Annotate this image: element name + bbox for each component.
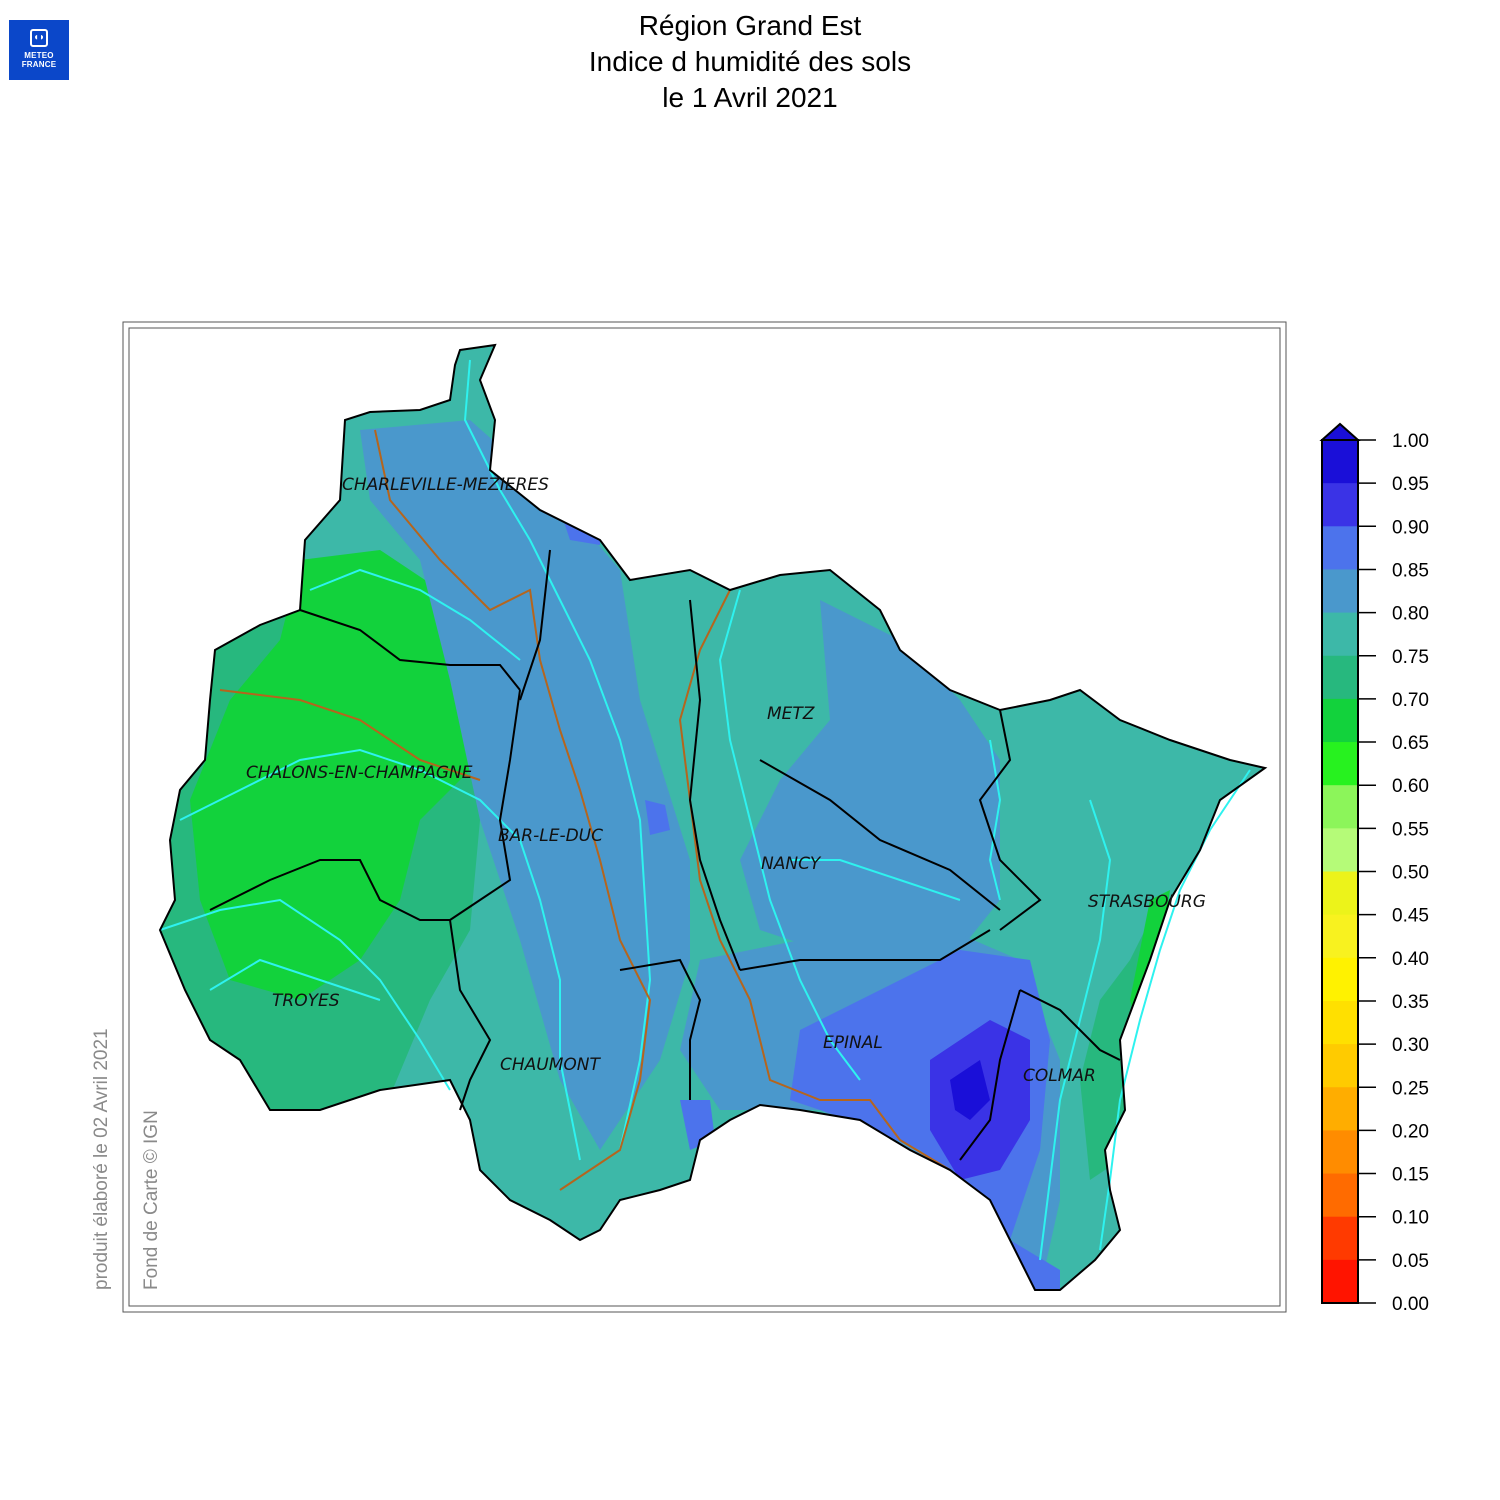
title-line-3: le 1 Avril 2021: [662, 82, 838, 113]
border-moselle-meurthe: [759, 759, 1001, 911]
watershed-meuse-moselle: [678, 589, 951, 1171]
city-label-strasbourg: STRASBOURG: [1088, 892, 1206, 912]
colorbar-ticks: 1.00 0.95 0.90 0.85 0.80 0.75 0.70 0.65 0.60 0.55…: [1358, 431, 1429, 1315]
colorbar-segment: [1322, 526, 1358, 571]
city-label-colmar: COLMAR: [1023, 1066, 1096, 1086]
colorbar-segment: [1322, 957, 1358, 1002]
colorbar-segment: [1322, 1173, 1358, 1218]
colorbar-tick-label: 0.00: [1392, 1294, 1429, 1315]
colorbar-tick-label: 0.80: [1392, 604, 1429, 625]
colorbar-tick-label: 0.85: [1392, 560, 1429, 581]
colorbar-tick-label: 0.95: [1392, 474, 1429, 495]
region-outline: [158, 343, 1268, 1291]
plot-frame-outer: [122, 321, 1287, 1313]
colorbar-tick-label: 0.25: [1392, 1078, 1429, 1099]
colorbar-segment: [1322, 914, 1358, 959]
border-vosges-meurthe: [739, 929, 991, 971]
city-label-chalons: CHALONS-EN-CHAMPAGNE: [246, 763, 473, 783]
title-line-2: Indice d humidité des sols: [588, 46, 912, 77]
colorbar-tick-label: 0.45: [1392, 906, 1429, 927]
title-line-1: Région Grand Est: [638, 10, 862, 41]
colorbar-segment: [1322, 1259, 1358, 1304]
city-label-bar-le-duc: BAR-LE-DUC: [498, 826, 603, 846]
colorbar-tick-label: 0.60: [1392, 776, 1429, 797]
colorbar-tick-label: 0.55: [1392, 819, 1429, 840]
colorbar-tick-label: 0.65: [1392, 733, 1429, 754]
river-aube: [209, 958, 381, 1001]
watershed-champagne: [219, 689, 481, 781]
river-meuse: [463, 359, 652, 1151]
colorbar-tick-label: 0.90: [1392, 517, 1429, 538]
colorbar-segment: [1322, 1087, 1358, 1131]
colorbar-segment: [1322, 742, 1358, 786]
map-title: Région Grand Est Indice d humidité des s…: [0, 8, 1500, 116]
river-ill: [1039, 799, 1112, 1261]
colorbar-segment: [1322, 1044, 1358, 1088]
colorbar-tick-label: 0.70: [1392, 690, 1429, 711]
border-vosges-hautrhin: [959, 989, 1021, 1161]
city-label-nancy: NANCY: [761, 854, 822, 874]
colorbar-segment: [1322, 569, 1358, 614]
colorbar-segment: [1322, 698, 1358, 743]
colorbar-tick-label: 0.15: [1392, 1165, 1429, 1186]
credit-produced: produit élaboré le 02 Avril 2021: [91, 1028, 112, 1290]
colorbar-segment: [1322, 440, 1358, 484]
colorbar-segment: [1322, 1216, 1358, 1261]
city-label-metz: METZ: [767, 704, 815, 724]
border-ardennes-marne: [299, 609, 521, 691]
logo-line-2: FRANCE: [21, 60, 57, 69]
city-label-chaumont: CHAUMONT: [500, 1055, 601, 1075]
border-meuse-west: [519, 549, 551, 701]
border-basrhin-hautrhin: [1019, 989, 1121, 1061]
colorbar-segments: [1322, 440, 1358, 1304]
river-marne: [179, 748, 581, 1161]
city-label-epinal: EPINAL: [823, 1033, 883, 1053]
river-aisne: [309, 568, 521, 661]
colorbar-tick-label: 0.50: [1392, 863, 1429, 884]
department-borders: [158, 343, 1268, 1291]
zone-095-100-vosges: [950, 1060, 990, 1120]
watershed-lines: [219, 429, 951, 1191]
border-moselle-basrhin: [978, 709, 1042, 931]
city-label-troyes: TROYES: [272, 991, 340, 1011]
colorbar: 1.00 0.95 0.90 0.85 0.80 0.75 0.70 0.65 0.60 0.55…: [1319, 422, 1429, 1315]
colorbar-tick-label: 0.40: [1392, 949, 1429, 970]
plot-frame-inner: [128, 327, 1281, 1307]
credit-basemap: Fond de Carte © IGN: [141, 1110, 162, 1290]
colorbar-tick-label: 0.05: [1392, 1251, 1429, 1272]
colorbar-tick-label: 0.75: [1392, 647, 1429, 668]
border-hautemarne-vosges: [619, 958, 702, 1100]
border-marne-meuse: [449, 689, 521, 921]
border-aube-hautemarne: [449, 919, 492, 1111]
zone-085-090-meuse-spot: [645, 800, 670, 835]
colorbar-segment: [1322, 1000, 1358, 1045]
zone-080-085-lorraine: [740, 600, 1000, 960]
colorbar-segment: [1322, 828, 1358, 873]
colorbar-tick-label: 0.20: [1392, 1121, 1429, 1142]
logo-line-1: METEO: [24, 51, 54, 60]
colorbar-tick-label: 0.10: [1392, 1208, 1429, 1229]
watershed-west: [374, 429, 652, 1191]
border-marne-aube: [209, 859, 450, 921]
logo-mark-icon: ◖◗: [30, 29, 48, 47]
city-label-charleville: CHARLEVILLE-MEZIERES: [342, 475, 549, 495]
colorbar-segment: [1322, 1130, 1358, 1175]
meteo-france-logo: ◖◗ METEO FRANCE: [9, 20, 69, 80]
colorbar-tick-label: 1.00: [1392, 431, 1429, 452]
river-seine: [159, 898, 451, 1091]
colorbar-segment: [1322, 483, 1358, 527]
rivers: [159, 359, 1251, 1261]
border-meuse-meurthe: [688, 599, 741, 971]
colorbar-tick-label: 0.30: [1392, 1035, 1429, 1056]
river-meurthe: [790, 859, 961, 901]
colorbar-segment: [1322, 655, 1358, 700]
river-sarre: [988, 739, 1002, 901]
river-moselle: [718, 589, 861, 1081]
colorbar-overflow-arrow: [1319, 422, 1361, 441]
colorbar-segment: [1322, 612, 1358, 657]
colorbar-tick-label: 0.35: [1392, 992, 1429, 1013]
colorbar-segment: [1322, 785, 1358, 829]
colorbar-segment: [1322, 871, 1358, 916]
